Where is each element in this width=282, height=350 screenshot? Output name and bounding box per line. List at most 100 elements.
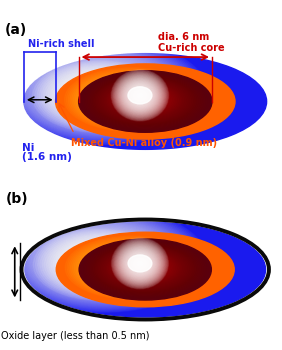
Ellipse shape: [73, 246, 121, 270]
Ellipse shape: [121, 90, 165, 110]
Ellipse shape: [110, 262, 132, 273]
Ellipse shape: [66, 79, 133, 115]
Ellipse shape: [121, 247, 159, 280]
Ellipse shape: [81, 240, 210, 299]
Ellipse shape: [110, 85, 177, 116]
Ellipse shape: [124, 249, 156, 278]
Ellipse shape: [72, 245, 123, 271]
Ellipse shape: [80, 254, 119, 275]
Ellipse shape: [78, 248, 115, 268]
Ellipse shape: [77, 75, 180, 124]
Ellipse shape: [114, 240, 166, 287]
Ellipse shape: [124, 81, 156, 110]
Ellipse shape: [137, 260, 143, 266]
Ellipse shape: [50, 70, 148, 123]
Ellipse shape: [82, 255, 117, 274]
Ellipse shape: [90, 76, 200, 126]
Ellipse shape: [123, 258, 163, 276]
Ellipse shape: [103, 249, 185, 287]
Ellipse shape: [104, 250, 184, 287]
Ellipse shape: [91, 76, 198, 126]
Ellipse shape: [87, 74, 203, 128]
Ellipse shape: [85, 242, 204, 297]
Ellipse shape: [92, 256, 98, 259]
Ellipse shape: [93, 77, 196, 125]
Ellipse shape: [112, 70, 168, 120]
Ellipse shape: [116, 242, 164, 285]
Ellipse shape: [32, 61, 166, 133]
Ellipse shape: [66, 75, 128, 106]
Ellipse shape: [125, 259, 161, 276]
Ellipse shape: [114, 73, 165, 118]
Ellipse shape: [62, 245, 137, 285]
Ellipse shape: [113, 96, 126, 103]
Ellipse shape: [99, 80, 189, 121]
Ellipse shape: [129, 86, 151, 105]
Ellipse shape: [79, 76, 178, 123]
Ellipse shape: [85, 247, 169, 288]
Ellipse shape: [118, 244, 162, 283]
Ellipse shape: [77, 85, 122, 109]
Ellipse shape: [117, 88, 170, 112]
Ellipse shape: [103, 258, 143, 277]
Ellipse shape: [129, 93, 156, 105]
Ellipse shape: [134, 95, 151, 103]
Ellipse shape: [127, 252, 153, 275]
Ellipse shape: [108, 261, 135, 274]
Ellipse shape: [48, 69, 150, 124]
Ellipse shape: [41, 65, 157, 128]
Ellipse shape: [63, 78, 135, 116]
Text: Ni-rich shell: Ni-rich shell: [28, 38, 95, 49]
Ellipse shape: [115, 255, 171, 281]
Ellipse shape: [112, 253, 175, 282]
Ellipse shape: [84, 252, 108, 264]
Ellipse shape: [109, 94, 132, 105]
Ellipse shape: [113, 239, 167, 287]
Ellipse shape: [139, 94, 141, 96]
Ellipse shape: [74, 241, 185, 294]
Ellipse shape: [109, 252, 179, 284]
Ellipse shape: [82, 83, 109, 97]
Ellipse shape: [95, 86, 153, 113]
Ellipse shape: [94, 253, 156, 282]
Ellipse shape: [90, 251, 161, 285]
Ellipse shape: [114, 72, 166, 119]
Ellipse shape: [129, 85, 151, 106]
Ellipse shape: [118, 256, 168, 279]
Ellipse shape: [85, 253, 106, 263]
Ellipse shape: [81, 77, 175, 122]
Ellipse shape: [111, 238, 168, 289]
Ellipse shape: [69, 76, 124, 104]
Ellipse shape: [132, 88, 148, 103]
Ellipse shape: [138, 262, 142, 265]
Ellipse shape: [59, 75, 139, 118]
Ellipse shape: [90, 83, 161, 117]
Ellipse shape: [120, 246, 160, 281]
Ellipse shape: [84, 257, 115, 273]
Ellipse shape: [95, 94, 103, 99]
Ellipse shape: [97, 264, 102, 266]
Ellipse shape: [79, 249, 113, 267]
Ellipse shape: [73, 251, 126, 279]
Ellipse shape: [52, 72, 146, 122]
Ellipse shape: [96, 246, 192, 291]
Ellipse shape: [67, 247, 133, 282]
Ellipse shape: [105, 83, 182, 118]
Ellipse shape: [119, 76, 161, 114]
Ellipse shape: [75, 84, 124, 110]
Ellipse shape: [123, 80, 157, 111]
Ellipse shape: [84, 241, 206, 298]
Ellipse shape: [79, 81, 113, 99]
Ellipse shape: [95, 262, 104, 267]
Ellipse shape: [111, 264, 129, 272]
Ellipse shape: [90, 87, 100, 92]
Ellipse shape: [25, 222, 266, 317]
Ellipse shape: [40, 233, 159, 297]
Ellipse shape: [128, 92, 158, 106]
Ellipse shape: [89, 254, 102, 261]
Ellipse shape: [76, 79, 117, 100]
Ellipse shape: [120, 77, 160, 114]
Ellipse shape: [88, 91, 110, 103]
Ellipse shape: [44, 235, 155, 294]
Ellipse shape: [56, 64, 235, 139]
